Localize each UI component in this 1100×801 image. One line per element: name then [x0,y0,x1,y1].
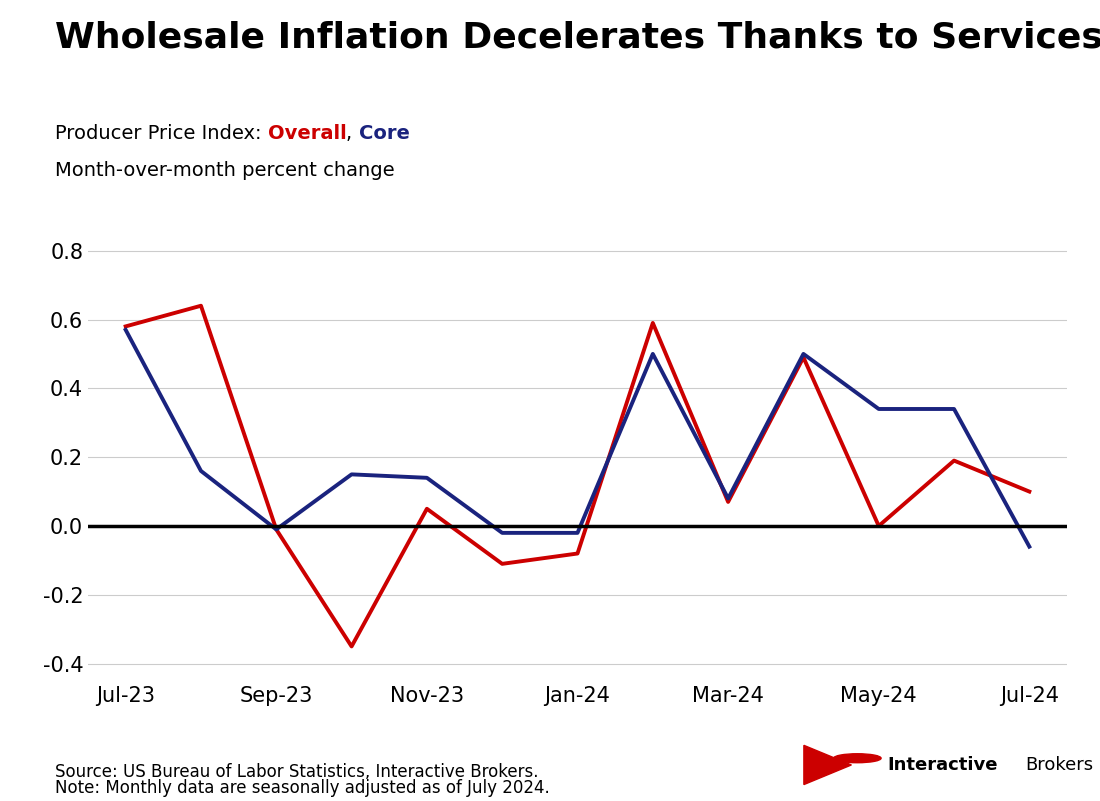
Text: Note: Monthly data are seasonally adjusted as of July 2024.: Note: Monthly data are seasonally adjust… [55,779,550,797]
Text: Overall: Overall [267,124,346,143]
Text: Brokers: Brokers [1025,756,1093,774]
Text: Wholesale Inflation Decelerates Thanks to Services: Wholesale Inflation Decelerates Thanks t… [55,20,1100,54]
Text: Source: US Bureau of Labor Statistics, Interactive Brokers.: Source: US Bureau of Labor Statistics, I… [55,763,539,781]
Text: Core: Core [359,124,409,143]
Text: ,: , [346,124,359,143]
Text: Producer Price Index:: Producer Price Index: [55,124,267,143]
Polygon shape [804,745,851,785]
Text: Month-over-month percent change: Month-over-month percent change [55,161,395,180]
Circle shape [834,754,881,763]
Text: Interactive: Interactive [887,756,998,774]
